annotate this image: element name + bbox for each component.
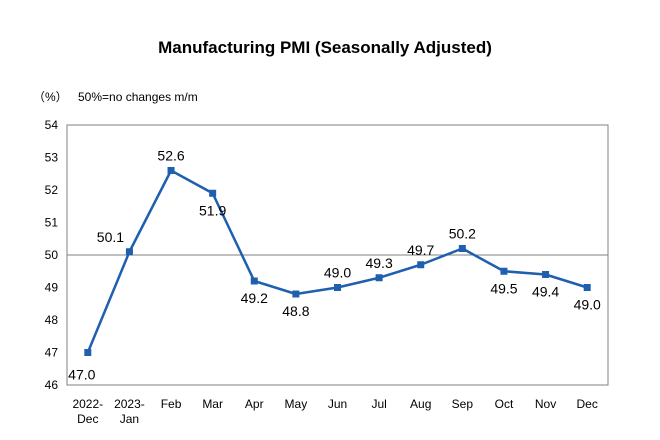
data-point	[167, 167, 175, 174]
data-point	[417, 261, 425, 269]
x-tick-label: 2022-Dec	[72, 397, 103, 426]
data-label: 49.2	[241, 290, 268, 306]
chart-title: Manufacturing PMI (Seasonally Adjusted)	[158, 38, 492, 57]
chart-note: 50%=no changes m/m	[78, 90, 198, 104]
y-tick-label: 52	[45, 183, 59, 197]
x-tick-label: May	[285, 397, 308, 411]
data-label: 51.9	[199, 202, 226, 218]
data-point	[125, 248, 133, 256]
y-tick-label: 48	[45, 313, 59, 327]
x-tick-label: Nov	[535, 397, 556, 411]
y-tick-label: 50	[45, 248, 59, 262]
y-tick-label: 46	[45, 378, 59, 392]
x-tick-label: 2023-Jan	[114, 397, 145, 426]
series-line	[86, 169, 588, 353]
data-label: 49.4	[532, 284, 559, 300]
data-label: 50.1	[97, 229, 124, 245]
x-tick-label: Mar	[202, 397, 223, 411]
data-point	[583, 284, 591, 291]
data-label: 47.0	[68, 367, 95, 383]
x-tick-label: Feb	[161, 397, 182, 411]
data-label: 49.3	[365, 255, 392, 271]
y-tick-label: 47	[45, 346, 59, 360]
y-tick-label: 51	[45, 216, 59, 230]
data-label: 49.5	[490, 280, 517, 296]
data-labels: 47.0 50.1 52.6 51.9 49.2 48.8 49.0 49.3 49.7 50.2…	[68, 148, 601, 383]
y-tick-label: 54	[45, 118, 59, 132]
data-markers	[84, 167, 591, 356]
x-tick-label: Aug	[410, 397, 431, 411]
data-label: 52.6	[157, 148, 184, 164]
x-tick-label: Oct	[495, 397, 514, 411]
data-point	[375, 274, 383, 282]
x-tick-label: Apr	[245, 397, 264, 411]
data-point	[209, 189, 217, 197]
data-label: 48.8	[282, 303, 309, 319]
data-point	[500, 267, 508, 275]
y-tick-label: 49	[45, 281, 59, 295]
x-tick-label: Dec	[577, 397, 598, 411]
data-point	[292, 290, 300, 298]
y-tick-label: 53	[45, 151, 59, 165]
data-point	[84, 349, 92, 356]
data-label: 49.0	[324, 265, 351, 281]
data-point	[542, 271, 550, 278]
x-axis: 2022-Dec 2023-Jan Feb Mar Apr May Jun Jul Aug Sep…	[72, 397, 597, 426]
x-tick-label: Sep	[452, 397, 474, 411]
y-axis: 46 47 48 49 50 51 52 53 54	[45, 118, 59, 392]
data-label: 49.0	[574, 297, 601, 313]
y-unit-label: （%）	[33, 90, 68, 104]
data-label: 50.2	[449, 226, 476, 242]
data-point	[458, 245, 466, 252]
data-label: 49.7	[407, 242, 434, 258]
x-tick-label: Jul	[371, 397, 386, 411]
x-tick-label: Jun	[328, 397, 347, 411]
data-point	[334, 284, 341, 291]
data-point	[250, 277, 258, 285]
